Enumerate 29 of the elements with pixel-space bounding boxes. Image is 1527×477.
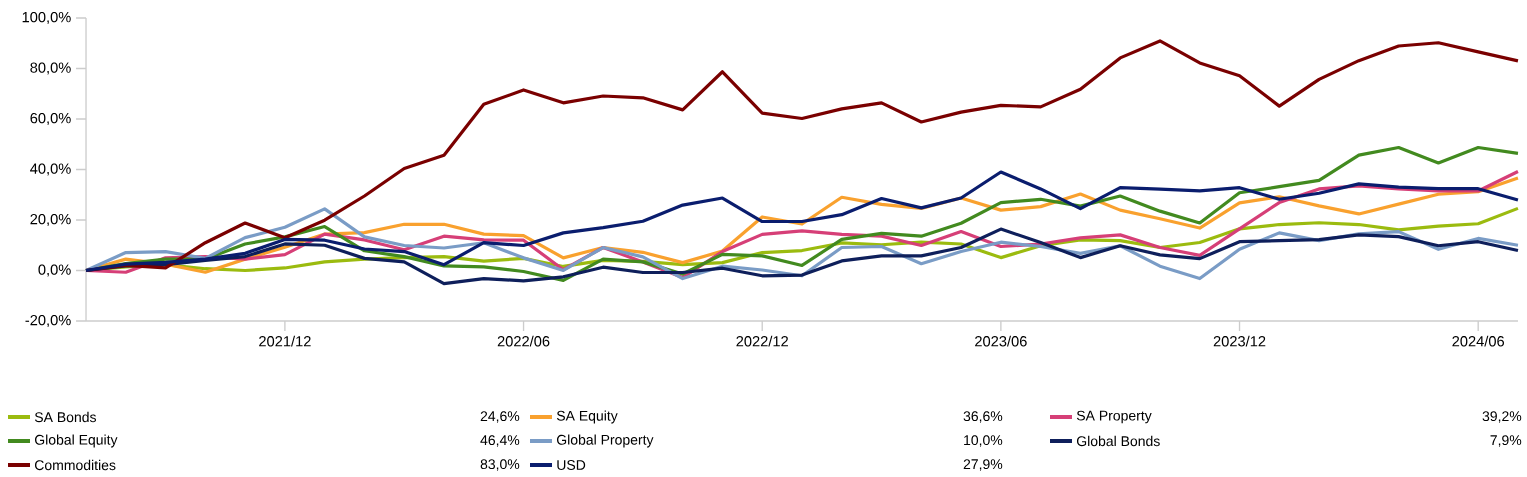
x-tick-label: 2024/06 [1452,335,1505,347]
text: 10,0% [964,435,1003,447]
y-tick-label: 40,0% [30,163,71,176]
x-tick-label: 2021/12 [259,335,311,347]
y-tick-label: 100,0% [22,11,71,25]
text: 83,0% [480,459,520,471]
text: 39,2% [1482,411,1522,423]
text: 46,4% [480,435,520,447]
legend-label: Global Equity [35,434,118,448]
y-tick-label: -20,0% [25,314,71,328]
y-tick-label: 20,0% [30,213,71,227]
legend-label: Global Bonds [1076,435,1160,447]
x-tick-label: 2023/12 [1213,335,1266,347]
text: 7,9% [1490,435,1522,447]
legend-label: USD [557,460,586,470]
y-tick-label: 0,0% [38,264,71,277]
legend-label: Global Property [556,434,654,448]
legend-label: Commodities [35,459,116,471]
legend-label: SA Property [1076,410,1152,424]
text: 36,6% [963,411,1003,423]
y-tick-label: 60,0% [30,112,71,126]
x-tick-label: 2022/06 [497,335,550,347]
legend-label: SA Bonds [34,411,97,423]
text: 27,9% [963,459,1003,471]
legend-label: SA Equity [556,410,618,424]
text: 24,6% [480,411,520,423]
x-tick-label: 2022/12 [736,335,788,347]
y-tick-label: 80,0% [30,62,71,75]
x-tick-label: 2023/06 [975,335,1027,347]
